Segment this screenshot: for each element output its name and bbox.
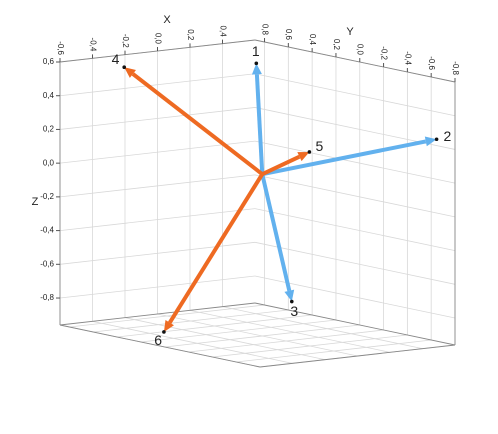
vector-tip — [162, 330, 166, 334]
y-tick-label: -0,4 — [403, 51, 412, 65]
z-axis-title: Z — [32, 196, 39, 208]
box-edge — [254, 302, 456, 346]
grid-line — [254, 73, 456, 117]
vector-head — [124, 67, 136, 78]
vector-head — [163, 320, 174, 332]
y-axis-title: Y — [346, 26, 354, 38]
y-tick-label: 0,6 — [284, 29, 293, 41]
z-tick-label: 0,2 — [43, 125, 55, 134]
y-tick-label: -0,8 — [451, 61, 460, 75]
vector-label: 3 — [290, 303, 298, 319]
z-tick-label: -0,2 — [40, 192, 54, 201]
x-tick-label: -0,6 — [56, 41, 65, 55]
vector-tip — [122, 65, 127, 70]
vector-shaft — [261, 154, 301, 176]
grid-line — [164, 324, 360, 348]
vector-head — [424, 136, 437, 147]
z-tick-label: -0,4 — [40, 226, 54, 235]
x-tick-label: 0,0 — [153, 33, 162, 45]
vector-head — [284, 289, 295, 302]
vector-shaft — [260, 173, 292, 292]
vector-shaft — [254, 74, 265, 175]
x-tick-label: -0,2 — [121, 34, 130, 48]
vector-label: 1 — [252, 43, 260, 59]
labels: -0,6 -0,4 -0,2 0,0 0,2 0,4 0,8 0,6 0,4 0,2 0,0 -0,2… — [40, 24, 460, 302]
y-tick-label: 0,4 — [308, 34, 317, 46]
grid-line — [93, 309, 289, 333]
vector-label: 4 — [112, 51, 120, 67]
vector-shaft — [168, 173, 264, 324]
vectors: 1 2 3 4 5 6 — [112, 43, 452, 348]
grid-line — [59, 208, 256, 231]
x-axis-title: X — [163, 14, 171, 26]
grid-line — [69, 304, 265, 328]
z-tick-label: 0,4 — [43, 91, 55, 100]
x-tick-label: -0,4 — [88, 38, 97, 52]
z-tick-label: -0,8 — [40, 293, 54, 302]
y-tick-label: -0,6 — [427, 56, 436, 70]
grid-line — [59, 73, 256, 97]
grid-line — [92, 320, 293, 364]
grid-line — [254, 275, 456, 319]
z-tick-label: -0,6 — [40, 259, 54, 268]
grid-line — [188, 329, 384, 353]
vector-head — [297, 151, 310, 162]
vector-label: 2 — [443, 128, 451, 144]
grid-line — [254, 140, 456, 184]
y-tick-label: 0,0 — [356, 44, 365, 56]
grid-line — [236, 339, 432, 363]
vector-tip — [307, 150, 312, 154]
z-tick-label: 0,0 — [43, 158, 55, 167]
grid-line — [59, 275, 256, 299]
x-tick-label: 0,4 — [218, 26, 227, 38]
z-tick-label: 0,6 — [43, 57, 55, 66]
vector-tip — [289, 299, 294, 304]
grid-line — [140, 319, 336, 343]
vector-tip — [254, 61, 259, 66]
grid-line — [59, 107, 256, 130]
vector-shaft — [261, 139, 427, 177]
grid-line — [254, 208, 456, 251]
grid-line — [212, 334, 408, 358]
y-tick-label: 0,8 — [260, 24, 269, 36]
box-edge — [259, 344, 456, 368]
box-edge — [59, 324, 261, 368]
grid-line — [117, 314, 313, 338]
y-tick-label: 0,2 — [332, 39, 341, 51]
vector-head — [251, 63, 262, 75]
grid-line — [222, 306, 423, 350]
grid-line — [59, 241, 256, 265]
box-edge — [59, 302, 256, 326]
grid-line — [59, 174, 256, 198]
vector-label: 6 — [154, 332, 162, 348]
grid-line — [254, 174, 456, 218]
box-edge — [254, 39, 456, 83]
y-tick-label: -0,2 — [379, 46, 388, 60]
vector-tip — [434, 137, 439, 142]
grid-line — [157, 313, 358, 357]
x-tick-label: 0,2 — [186, 29, 195, 41]
grid-line — [254, 241, 456, 285]
vector-label: 5 — [315, 138, 323, 154]
vector-shaft — [131, 72, 264, 176]
